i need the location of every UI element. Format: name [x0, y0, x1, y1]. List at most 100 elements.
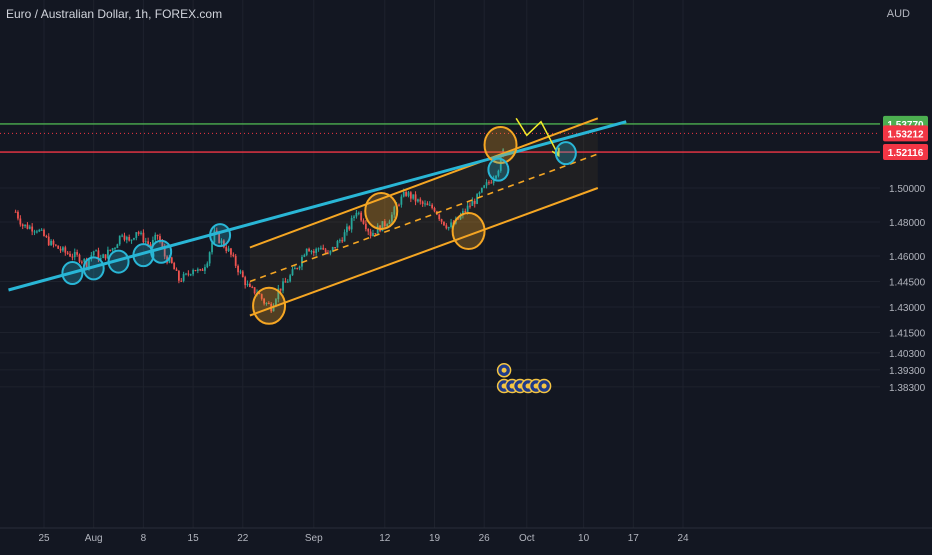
candle-body: [402, 191, 405, 197]
candle-body: [95, 250, 97, 252]
price-badge-label: 1.53212: [887, 129, 924, 140]
candle-body: [263, 298, 265, 304]
candle-body: [208, 252, 211, 264]
candle-body: [353, 216, 355, 218]
candle-body: [464, 211, 467, 213]
price-tick-label: 1.46000: [889, 252, 926, 263]
candle-body: [260, 294, 263, 299]
candle-body: [357, 212, 360, 214]
candle-body: [31, 226, 34, 232]
candle-body: [471, 200, 474, 206]
candle-body: [187, 273, 190, 275]
touch-point-circle[interactable]: [132, 243, 155, 268]
candle-body: [227, 248, 230, 251]
candle-body: [320, 247, 322, 249]
price-tick-label: 1.50000: [889, 184, 926, 195]
candle-body: [480, 187, 483, 193]
candle-body: [253, 287, 256, 294]
candle-body: [445, 225, 448, 229]
candle-body: [244, 277, 247, 286]
projection-arrowhead: [551, 147, 560, 158]
candle-body: [173, 262, 176, 270]
candle-body: [251, 286, 254, 288]
candle-body: [419, 199, 422, 202]
touch-point-circle[interactable]: [61, 261, 84, 285]
candle-body: [180, 280, 183, 282]
candle-body: [291, 269, 294, 276]
candle-body: [52, 240, 55, 245]
time-tick-label: 19: [429, 533, 441, 544]
candle-body: [133, 238, 135, 240]
candle-body: [383, 221, 386, 227]
candle-body: [421, 201, 424, 204]
candle-body: [440, 219, 443, 222]
touch-point-circle[interactable]: [451, 212, 486, 251]
candle-body: [322, 247, 325, 250]
candle-body: [33, 231, 36, 233]
candle-body: [80, 261, 83, 263]
candle-body: [249, 283, 251, 287]
candle-body: [182, 274, 185, 281]
candle-body: [230, 248, 232, 255]
candle-body: [267, 303, 270, 305]
touch-point-circle[interactable]: [487, 157, 510, 182]
candle-body: [428, 204, 431, 206]
touch-point-circle[interactable]: [107, 249, 130, 274]
candle-body: [367, 229, 370, 232]
price-tick-label: 1.43000: [889, 303, 926, 314]
candle-body: [73, 252, 76, 258]
touch-point-circle[interactable]: [554, 141, 577, 166]
channel-upper-line[interactable]: [249, 117, 599, 249]
channel-lower-line[interactable]: [249, 187, 599, 317]
candle-body: [19, 218, 22, 225]
candle-body: [296, 268, 299, 270]
candle-body: [97, 250, 100, 260]
touch-point-circle[interactable]: [150, 239, 173, 264]
touch-point-circle[interactable]: [82, 256, 105, 281]
candle-body: [178, 270, 180, 281]
candle-body: [43, 229, 45, 237]
candle-body: [116, 244, 119, 249]
candle-body: [170, 257, 173, 263]
candle-body: [40, 229, 43, 231]
candle-body: [362, 220, 365, 224]
candle-body: [438, 214, 441, 220]
candle-body: [76, 252, 79, 255]
channel-middle-line[interactable]: [249, 153, 599, 283]
candle-body: [144, 241, 147, 243]
candle-body: [149, 243, 152, 247]
projection-path[interactable]: [515, 117, 560, 157]
candle-body: [59, 248, 62, 251]
time-tick-label: 10: [578, 533, 590, 544]
candle-body: [206, 263, 209, 268]
candle-body: [47, 236, 50, 246]
candle-body: [374, 233, 377, 235]
touch-point-circle[interactable]: [252, 286, 287, 325]
candle-body: [38, 229, 41, 232]
candle-body: [102, 254, 105, 259]
candle-body: [194, 270, 197, 272]
candle-body: [360, 212, 363, 221]
touch-point-circle[interactable]: [364, 191, 399, 230]
candle-body: [218, 232, 221, 244]
trendline[interactable]: [8, 120, 627, 292]
touch-point-circle[interactable]: [483, 125, 518, 164]
candle-body: [258, 293, 261, 295]
candle-body: [130, 239, 133, 241]
candle-body: [99, 258, 102, 260]
touch-point-circle[interactable]: [209, 223, 232, 248]
price-badge: [883, 125, 928, 142]
candle-body: [412, 194, 415, 199]
candle-body: [312, 251, 315, 253]
time-tick-label: 12: [379, 533, 391, 544]
candle-body: [277, 288, 280, 300]
candle-body: [495, 175, 497, 179]
candle-body: [372, 233, 374, 237]
candle-body: [201, 269, 204, 271]
candle-body: [85, 259, 88, 267]
candle-body: [457, 218, 460, 220]
candle-body: [50, 240, 52, 246]
candle-body: [114, 248, 116, 250]
